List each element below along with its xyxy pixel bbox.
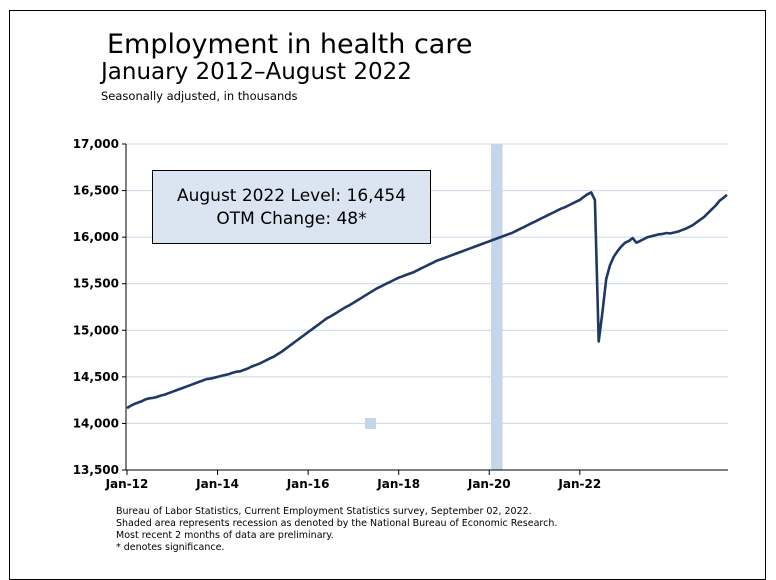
y-tick-label-0: 13,500 [73, 463, 119, 477]
recession-shading [491, 144, 503, 470]
y-tick-label-5: 16,000 [73, 230, 119, 244]
callout-level: August 2022 Level: 16,454 [176, 186, 407, 206]
recession-legend-square [365, 418, 376, 429]
y-tick-label-6: 16,500 [73, 184, 119, 198]
significance-note: * denotes significance. [116, 542, 225, 553]
legend-marker [365, 418, 376, 429]
x-tick-label-5: Jan-22 [557, 477, 601, 491]
axes [125, 144, 728, 471]
x-tick-label-1: Jan-14 [195, 477, 239, 491]
x-tick-labels: Jan-12 Jan-14 Jan-16 Jan-18 Jan-20 Jan-22 [105, 470, 601, 491]
y-tick-label-1: 14,000 [73, 416, 119, 430]
x-tick-label-2: Jan-16 [286, 477, 330, 491]
y-tick-label-4: 15,500 [73, 277, 119, 291]
units-note: Seasonally adjusted, in thousands [101, 89, 298, 103]
chart-title: Employment in health care [107, 29, 473, 60]
preliminary-note: Most recent 2 months of data are prelimi… [116, 530, 334, 541]
health-care-employment-line [126, 191, 728, 410]
recession-band [491, 144, 503, 470]
chart-subtitle: January 2012–August 2022 [101, 59, 412, 85]
callout-box: August 2022 Level: 16,454 OTM Change: 48… [152, 170, 431, 244]
y-tick-label-2: 14,500 [73, 370, 119, 384]
callout-change: OTM Change: 48* [216, 209, 367, 229]
y-tick-label-3: 15,000 [73, 323, 119, 337]
series-line [126, 191, 728, 410]
y-tick-label-7: 17,000 [73, 137, 119, 151]
y-tick-labels: 13,500 14,000 14,500 15,000 15,500 16,000 16,5… [73, 137, 126, 477]
source-notes: Bureau of Labor Statistics, Current Empl… [116, 506, 557, 554]
x-tick-label-3: Jan-18 [376, 477, 420, 491]
recession-note: Shaded area represents recession as deno… [116, 518, 558, 529]
x-tick-label-4: Jan-20 [467, 477, 511, 491]
x-tick-label-0: Jan-12 [105, 477, 149, 491]
source-line: Bureau of Labor Statistics, Current Empl… [116, 506, 532, 517]
